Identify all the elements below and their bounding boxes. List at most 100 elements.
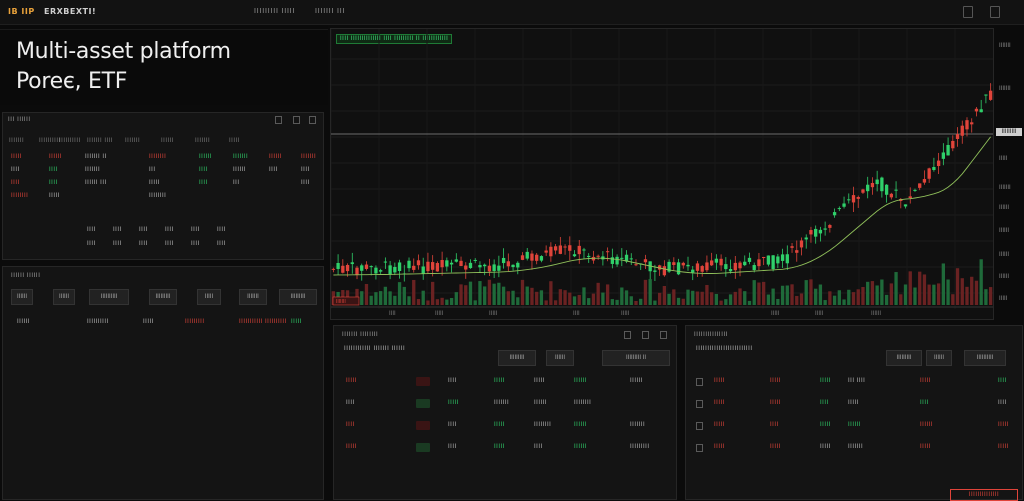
column-header[interactable]: IIIIII [11,289,33,305]
y-axis-label: IIIII [999,156,1008,162]
table-cell: IIIII [714,400,725,406]
column-header[interactable]: IIIIIIIIII [59,138,81,144]
column-header[interactable]: IIIIII [53,289,75,305]
candle-body [714,258,719,263]
table-cell: IIIIIIII [534,422,552,428]
volume-bar [733,291,737,305]
candle-body [828,225,832,228]
orders-panel: IIIIII IIIIII IIIIII IIIIII IIIIIIIIII IIII… [2,266,324,500]
column-header[interactable]: IIIIIII [9,138,25,144]
candle-body [657,265,662,270]
row-checkbox[interactable] [696,400,703,408]
column-header[interactable]: IIIIII [161,138,175,144]
grid-value[interactable]: IIII [87,227,96,233]
detach-icon[interactable] [642,331,649,339]
watchlist-panel: III IIIIII IIIIIII IIIIIIIIII IIIIIIIIII II… [2,112,324,260]
column-header[interactable]: IIIII [197,289,221,305]
column-header[interactable]: IIIII [229,138,240,144]
table-cell: IIIII [998,444,1009,450]
table-cell: IIIIIII [301,154,317,160]
table-cell: IIIII [346,378,357,384]
volume-bar [497,282,501,305]
candlestick-chart[interactable]: IIII IIIII IIIII IIII IIIII IIIII IIIII IIIIIII… [331,29,993,319]
grid-value[interactable]: IIII [139,227,148,233]
column-header[interactable]: IIIIIIIIII [39,138,61,144]
grid-value[interactable]: IIII [217,227,226,233]
grid-value[interactable]: IIII [113,241,122,247]
row-checkbox[interactable] [696,444,703,452]
candle-body [412,265,416,270]
filter-button[interactable]: IIIIIIIII [886,350,922,366]
detach-icon[interactable] [293,116,300,124]
volume-bar [719,300,723,305]
candle-body [558,245,562,254]
candle-body [965,120,969,130]
grid-value[interactable]: IIII [87,241,96,247]
row-checkbox[interactable] [696,422,703,430]
column-header[interactable]: IIIIIII [239,289,267,305]
column-header[interactable]: IIIIIII [125,138,141,144]
volume-bar [582,287,586,305]
candle-body [922,179,927,183]
table-cell: III [233,180,240,186]
export-button[interactable]: IIIIIIIIII [964,350,1006,366]
candle-body [511,264,515,268]
volume-bar [572,296,577,305]
window-icon[interactable] [963,6,973,18]
volume-bar [459,284,463,305]
order-cell: IIIIIIIIII [87,319,109,325]
table-cell: IIII [11,167,20,173]
column-header[interactable]: IIIIIII [195,138,211,144]
volume-bar [823,300,827,305]
volume-bar [922,274,927,305]
filter-button[interactable]: IIIIIIIII [498,350,536,366]
volume-bar [374,292,378,305]
candle-body [468,262,473,269]
candle-body [762,257,766,259]
table-cell: IIIII [11,154,22,160]
grid-value[interactable]: IIII [191,241,200,247]
sort-button[interactable]: IIIIII [926,350,952,366]
table-cell: IIIII [770,400,781,406]
candle-body [832,212,837,216]
candle-body [369,266,373,268]
volume-bar [369,295,373,305]
export-button[interactable]: IIIIIIIII II [602,350,670,366]
candle-body [572,254,577,257]
row-checkbox[interactable] [696,378,703,386]
column-header[interactable]: IIIIIIIII [149,289,177,305]
chart-left-badge-label: IIIIIII [336,299,346,305]
status-badge[interactable]: IIIIIIIIIIIIII [950,489,1018,501]
candle-body [970,122,974,125]
y-axis-label: IIIIII [999,274,1010,280]
volume-bar [473,300,477,305]
close-icon[interactable] [309,116,316,124]
grid-value[interactable]: IIII [165,227,174,233]
grid-value[interactable]: IIII [139,241,148,247]
status-pill [416,443,430,452]
column-header[interactable]: IIIIIII IIII [87,138,114,144]
nav-item-1[interactable]: IIIIIIIII IIIII [254,8,296,15]
expand-icon[interactable] [624,331,631,339]
candle-body [889,193,893,198]
grid-value[interactable]: IIII [191,227,200,233]
grid-value[interactable]: IIII [113,227,122,233]
volume-bar [667,293,671,305]
candle-body [960,125,964,136]
nav-item-2[interactable]: IIIIIII III [315,8,346,15]
volume-bar [421,290,425,305]
table-cell: IIII [448,422,457,428]
grid-value[interactable]: IIII [165,241,174,247]
sort-button[interactable]: IIIIII [546,350,574,366]
volume-bar [714,293,719,305]
column-header[interactable]: IIIIIIIII [279,289,317,305]
close-icon[interactable] [660,331,667,339]
settings-icon[interactable] [990,6,1000,18]
candle-body [539,256,544,261]
expand-icon[interactable] [275,116,282,124]
candle-body [388,265,392,275]
candle-body [837,208,841,210]
price-chart[interactable]: IIII IIIIIIIIIIIIII IIII IIIIIIIII II II… [330,28,994,320]
grid-value[interactable]: IIII [217,241,226,247]
column-header[interactable]: IIIIIIIIII [89,289,129,305]
